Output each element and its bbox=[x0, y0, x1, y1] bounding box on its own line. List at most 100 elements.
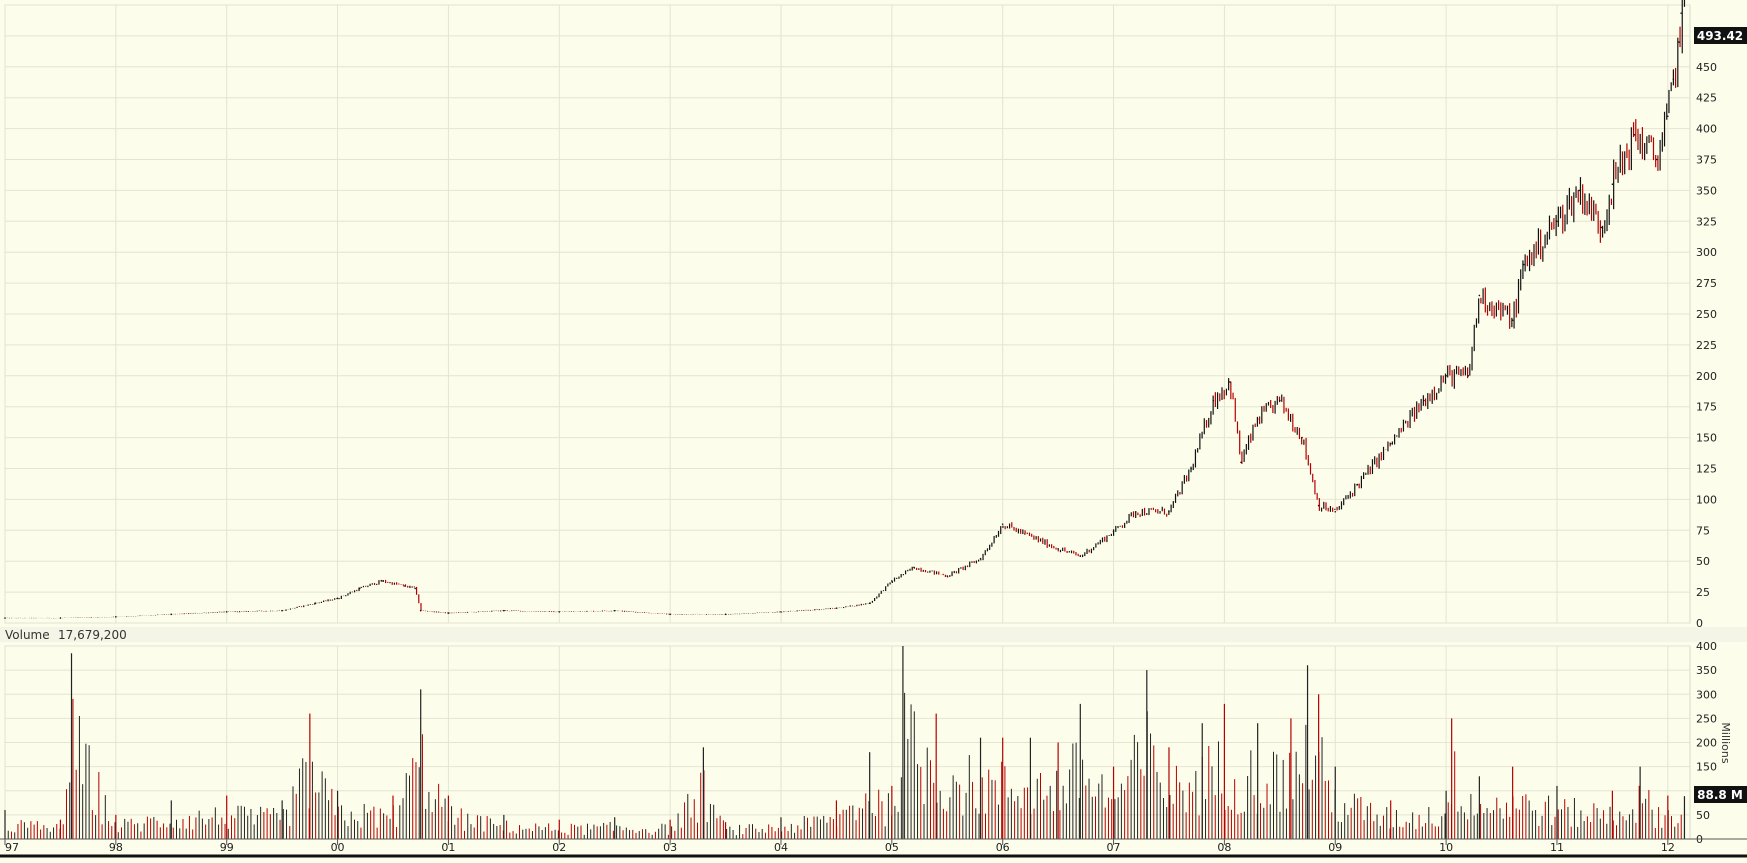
last-price-label: 493.42 bbox=[1697, 29, 1743, 43]
price-point bbox=[1445, 375, 1447, 377]
x-tick-label: 02 bbox=[552, 841, 566, 854]
volume-tick-label: 50 bbox=[1696, 809, 1710, 822]
price-point bbox=[503, 609, 505, 612]
price-point bbox=[1511, 319, 1514, 321]
price-point bbox=[170, 613, 173, 616]
price-tick-label: 25 bbox=[1696, 586, 1710, 599]
price-point bbox=[1655, 158, 1658, 161]
price-tick-label: 300 bbox=[1696, 246, 1717, 259]
last-volume-badge: 88.8 M bbox=[1694, 786, 1747, 803]
price-point bbox=[1024, 533, 1026, 535]
price-point bbox=[1279, 399, 1281, 402]
price-point bbox=[979, 557, 982, 560]
price-tick-label: 50 bbox=[1696, 555, 1710, 568]
price-point bbox=[1680, 12, 1682, 14]
price-point bbox=[1168, 510, 1170, 513]
price-point bbox=[59, 617, 62, 619]
price-series bbox=[4, 0, 1686, 619]
price-tick-label: 250 bbox=[1696, 308, 1717, 321]
price-point bbox=[314, 602, 317, 605]
price-point bbox=[1212, 399, 1215, 402]
volume-tick-label: 350 bbox=[1696, 664, 1717, 677]
time-x-axis: 97 98 99 00 01 02 03 04 05 06 07 08 09 10 11 12 bbox=[0, 838, 1747, 858]
price-tick-label: 200 bbox=[1696, 370, 1717, 383]
price-tick-label: 375 bbox=[1696, 154, 1717, 167]
price-point bbox=[1611, 183, 1614, 186]
price-point bbox=[1672, 78, 1675, 80]
price-point bbox=[336, 597, 339, 600]
x-tick-label: 10 bbox=[1439, 841, 1453, 854]
price-point bbox=[1578, 189, 1580, 192]
x-tick-label: 06 bbox=[996, 841, 1010, 854]
x-tick-label: 11 bbox=[1550, 841, 1564, 854]
volume-tick-label: 400 bbox=[1696, 640, 1717, 653]
x-tick-label: 09 bbox=[1328, 841, 1342, 854]
price-point bbox=[891, 580, 893, 582]
last-volume-label: 88.8 M bbox=[1697, 788, 1743, 802]
price-point bbox=[1334, 510, 1337, 513]
price-point bbox=[1001, 523, 1004, 525]
price-point bbox=[419, 609, 422, 612]
price-point bbox=[1112, 530, 1115, 533]
x-tick-label: 08 bbox=[1217, 841, 1231, 854]
price-point bbox=[1556, 220, 1558, 223]
volume-label-prefix: Volume bbox=[5, 628, 50, 642]
price-point bbox=[1667, 115, 1669, 118]
price-tick-label: 350 bbox=[1696, 184, 1717, 197]
x-tick-label: 05 bbox=[885, 841, 899, 854]
volume-header-band bbox=[0, 627, 1747, 642]
price-point bbox=[868, 602, 871, 605]
price-point bbox=[1301, 436, 1303, 439]
price-point bbox=[1190, 467, 1192, 470]
x-tick-label: 01 bbox=[441, 841, 455, 854]
price-point bbox=[225, 611, 228, 613]
x-tick-label: 98 bbox=[109, 841, 123, 854]
price-point bbox=[1256, 418, 1259, 420]
price-point bbox=[1356, 483, 1359, 486]
x-tick-label: 03 bbox=[663, 841, 677, 854]
price-point bbox=[1423, 399, 1425, 402]
price-point bbox=[1079, 555, 1082, 558]
price-point bbox=[1633, 133, 1636, 136]
price-tick-label: 275 bbox=[1696, 277, 1717, 290]
volume-tick-label: 300 bbox=[1696, 688, 1717, 701]
price-point bbox=[1240, 461, 1242, 464]
price-point bbox=[1478, 294, 1481, 297]
volume-header: Volume 17,679,200 bbox=[0, 627, 1747, 642]
price-point bbox=[358, 587, 361, 590]
price-tick-label: 150 bbox=[1696, 432, 1717, 445]
price-tick-label: 425 bbox=[1696, 92, 1717, 105]
price-point bbox=[613, 609, 616, 612]
price-tick-label: 75 bbox=[1696, 524, 1710, 537]
x-tick-label: 97 bbox=[5, 841, 19, 854]
price-point bbox=[913, 566, 915, 569]
x-tick-label: 00 bbox=[331, 841, 345, 854]
price-tick-label: 0 bbox=[1696, 617, 1703, 630]
volume-current-value: 17,679,200 bbox=[58, 628, 127, 642]
price-point bbox=[115, 616, 117, 618]
price-point bbox=[780, 611, 782, 613]
price-panel: 0 25 50 75 100 125 150 175 200 225 250 275 300 325 350… bbox=[4, 0, 1747, 630]
x-tick-label: 04 bbox=[774, 841, 788, 854]
volume-series bbox=[4, 646, 1686, 839]
price-grid bbox=[4, 4, 1690, 624]
price-tick-label: 100 bbox=[1696, 493, 1717, 506]
price-point bbox=[1134, 510, 1137, 513]
price-point bbox=[381, 580, 383, 582]
price-point bbox=[835, 607, 838, 609]
price-point bbox=[1467, 375, 1470, 377]
price-tick-label: 225 bbox=[1696, 339, 1717, 352]
volume-unit-label: Millions bbox=[1719, 722, 1732, 763]
price-point bbox=[281, 609, 283, 612]
x-tick-label: 07 bbox=[1107, 841, 1121, 854]
price-point bbox=[414, 587, 416, 590]
price-point bbox=[403, 585, 405, 587]
price-point bbox=[558, 611, 561, 613]
price-point bbox=[724, 613, 727, 616]
last-volume-badge-background bbox=[1694, 786, 1747, 803]
